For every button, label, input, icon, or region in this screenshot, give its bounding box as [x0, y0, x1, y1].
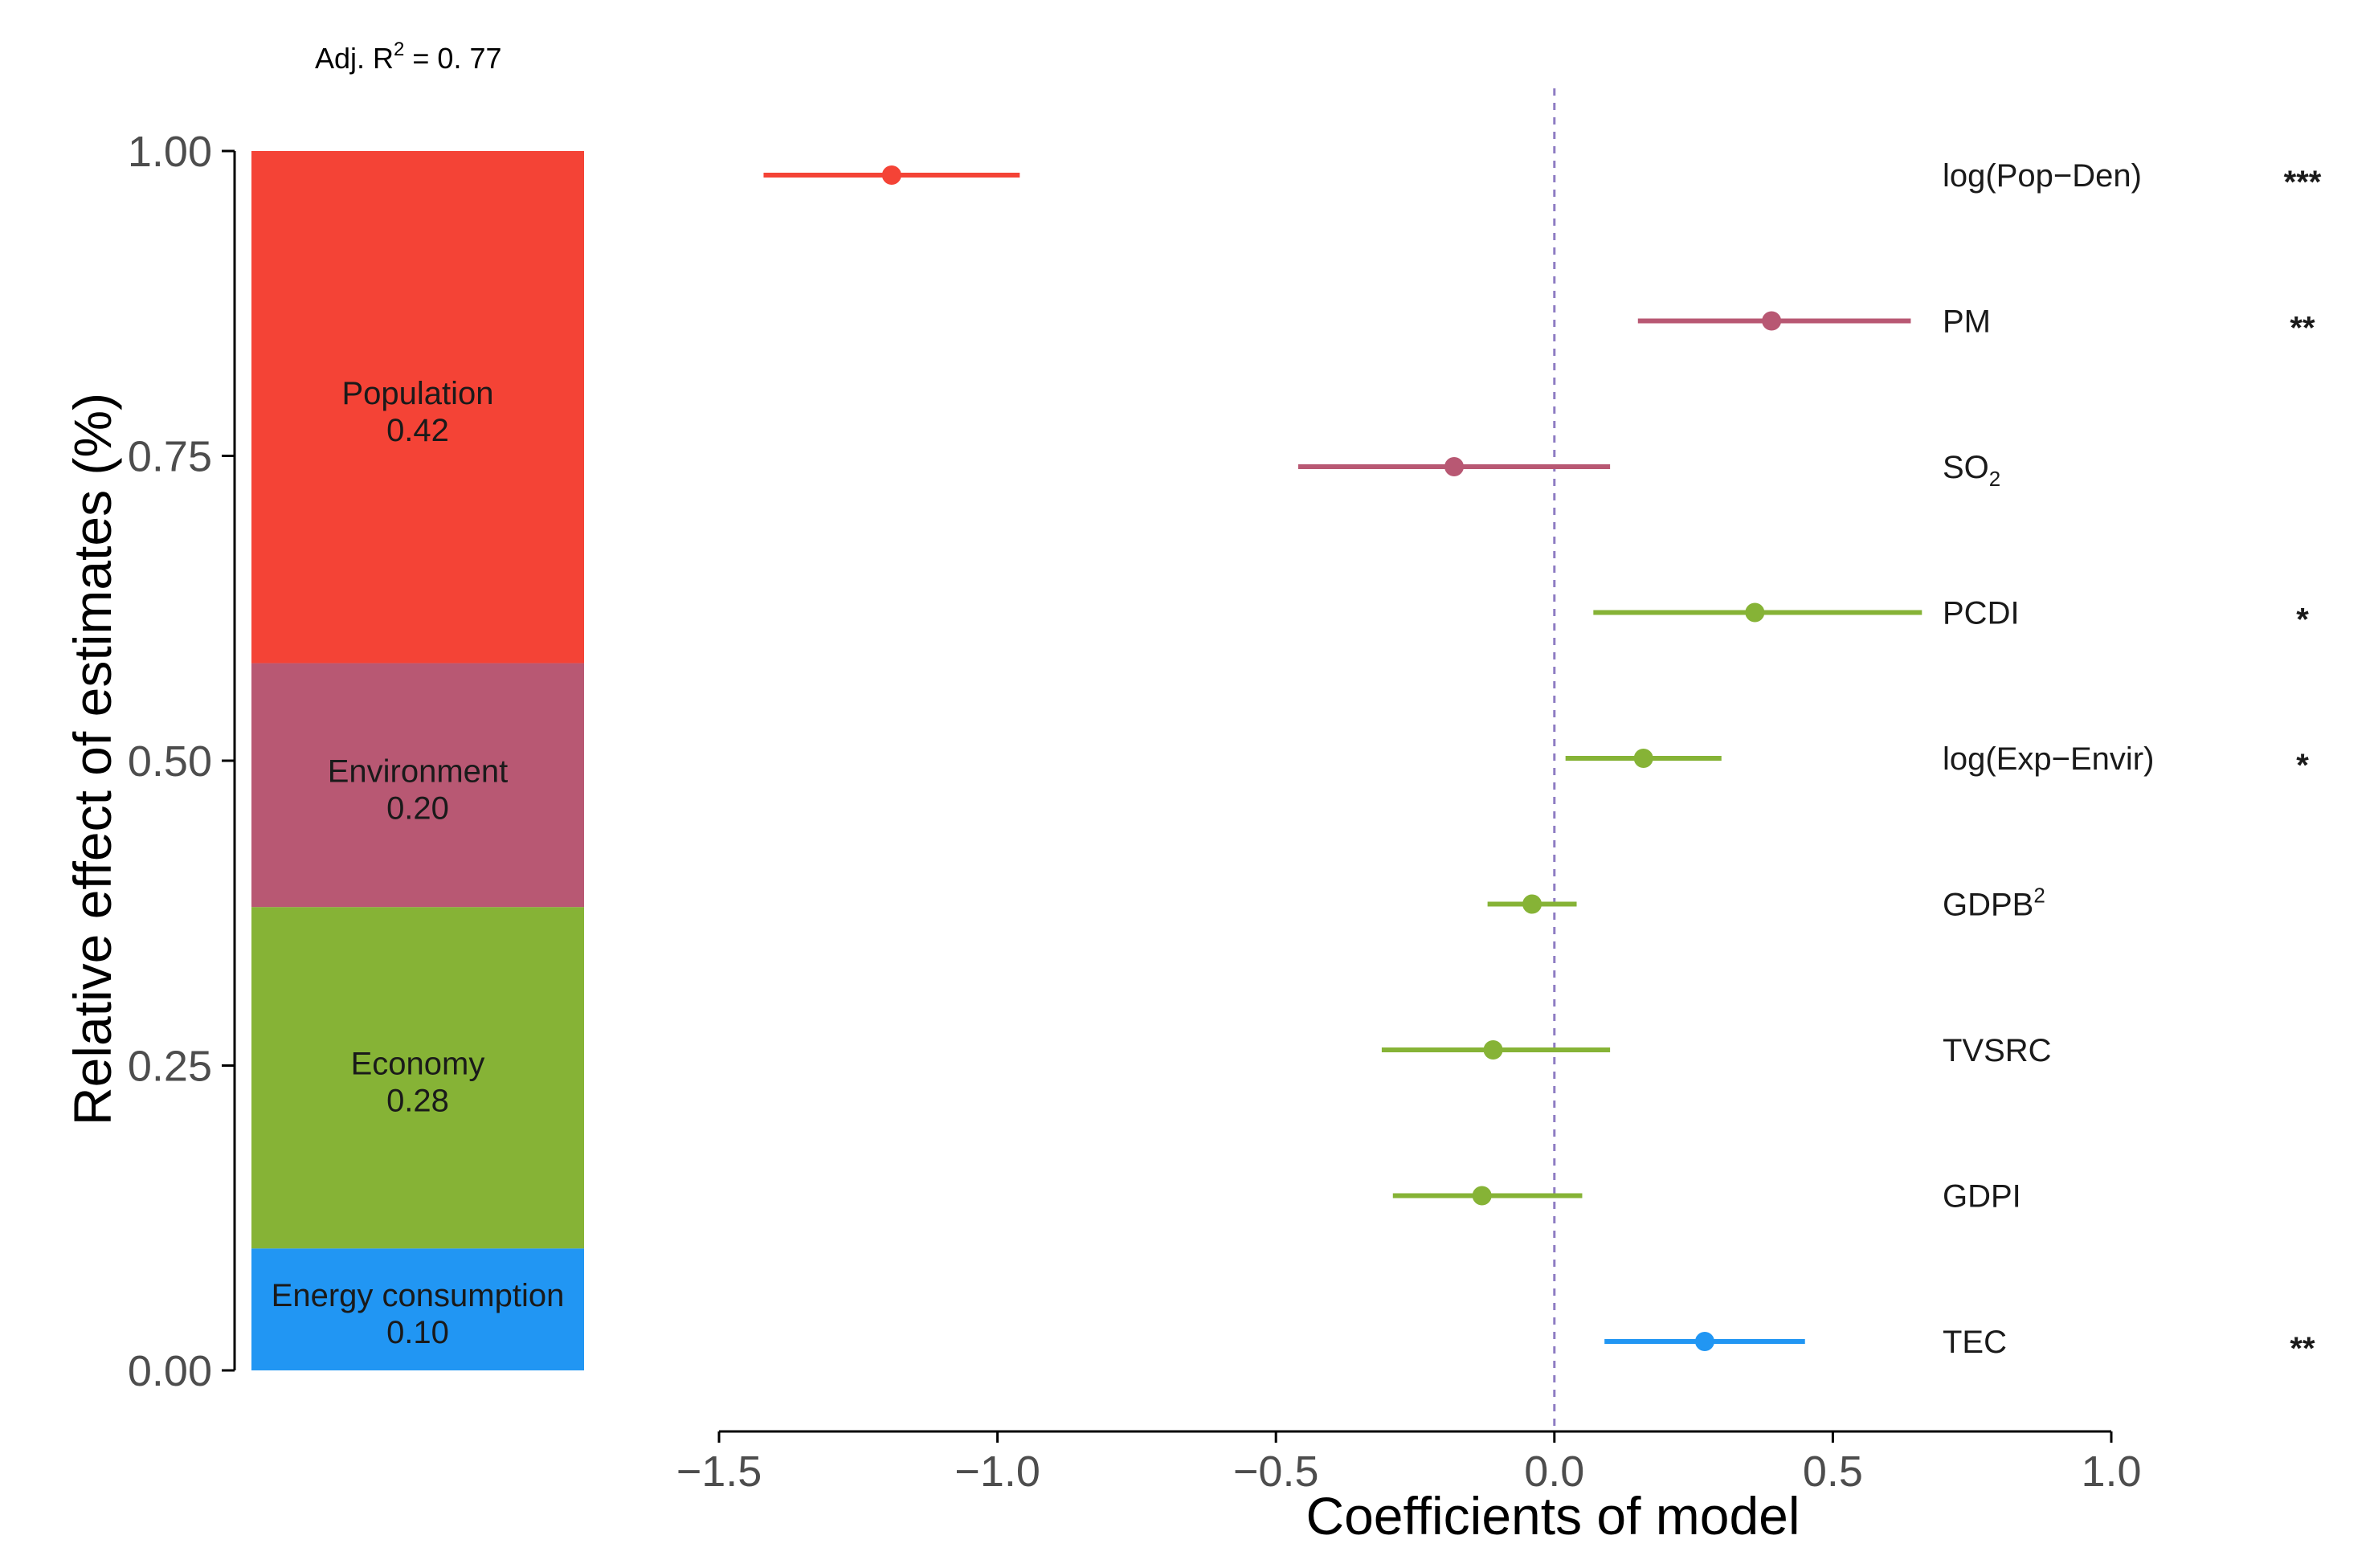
bar-segment: [251, 663, 584, 908]
y-tick-label: 1.00: [128, 128, 212, 176]
significance-label: *: [2296, 748, 2309, 783]
y-tick-label: 0.25: [128, 1043, 212, 1091]
segment-value-label: 0.28: [386, 1084, 449, 1119]
coefficient-row: log(Exp−Envir) *: [1565, 741, 2309, 783]
point-estimate: [1633, 749, 1653, 768]
point-estimate: [1444, 457, 1465, 476]
left-y-axis: 0.00 0.25 0.50 0.75 1.00: [128, 128, 236, 1395]
term-label: PM: [1943, 304, 1991, 340]
significance-label: *: [2296, 602, 2309, 638]
term-label: log(Exp−Envir): [1943, 741, 2154, 777]
point-estimate: [1483, 1040, 1503, 1060]
x-tick-label: 0.0: [1524, 1448, 1584, 1496]
segment-name-label: Environment: [328, 753, 509, 789]
term-label: PCDI: [1943, 596, 2020, 631]
term-label: TVSRC: [1943, 1033, 2052, 1068]
bar-segment: [251, 907, 584, 1249]
coefficient-row: GDPB2: [1487, 884, 2045, 923]
significance-label: **: [2290, 1331, 2315, 1366]
x-axis: −1.5 −1.0 −0.5 0.0 0.5 1.0: [676, 1430, 2142, 1496]
x-axis-title: Coefficients of model: [1305, 1486, 1800, 1546]
segment-value-label: 0.20: [386, 790, 449, 826]
significance-label: **: [2290, 311, 2315, 346]
segment-value-label: 0.10: [386, 1315, 449, 1350]
segment-name-label: Population: [341, 376, 493, 411]
term-label: GDPB2: [1943, 884, 2045, 923]
coefficient-row: TEC **: [1604, 1325, 2315, 1366]
x-tick-label: −1.0: [954, 1448, 1040, 1496]
bar-segment: [251, 1248, 584, 1370]
point-estimate: [1522, 894, 1542, 914]
x-tick-label: −1.5: [676, 1448, 762, 1496]
point-estimate: [1694, 1332, 1714, 1351]
y-tick-label: 0.50: [128, 737, 212, 786]
relative-effect-panel: Adj. R2 = 0. 77 Relative effect of estim…: [63, 39, 584, 1395]
x-tick-label: −0.5: [1233, 1448, 1319, 1496]
significance-label: ***: [2284, 165, 2322, 200]
y-tick-label: 0.00: [128, 1347, 212, 1395]
segment-value-label: 0.42: [386, 413, 449, 448]
point-estimate: [881, 165, 901, 185]
point-estimate: [1745, 602, 1765, 623]
segment-name-label: Energy consumption: [272, 1278, 565, 1313]
coefficient-row: PM **: [1637, 304, 2315, 346]
x-tick-label: 1.0: [2081, 1448, 2141, 1496]
segment-name-label: Economy: [351, 1047, 485, 1082]
coefficient-row: TVSRC: [1381, 1033, 2052, 1068]
coefficient-row: log(Pop−Den) ***: [763, 158, 2322, 200]
y-axis-title: Relative effect of estimates (%): [63, 393, 122, 1125]
y-tick-label: 0.75: [128, 433, 212, 481]
bar-segment: [251, 151, 584, 664]
point-estimate: [1762, 311, 1782, 331]
term-label: TEC: [1943, 1325, 2007, 1360]
term-label: log(Pop−Den): [1943, 158, 2142, 194]
coefficient-row: GDPI: [1392, 1179, 2021, 1215]
coefficient-panel: −1.5 −1.0 −0.5 0.0 0.5 1.0 log(Pop−Den) ***PM *…: [676, 88, 2322, 1546]
point-estimate: [1472, 1186, 1492, 1206]
adj-r2-annotation: Adj. R2 = 0. 77: [315, 39, 502, 75]
term-label: SO2: [1943, 450, 2000, 491]
coefficient-row: PCDI *: [1593, 596, 2309, 638]
term-label: GDPI: [1943, 1179, 2021, 1215]
x-tick-label: 0.5: [1803, 1448, 1863, 1496]
coefficient-row: SO2: [1297, 450, 2000, 491]
